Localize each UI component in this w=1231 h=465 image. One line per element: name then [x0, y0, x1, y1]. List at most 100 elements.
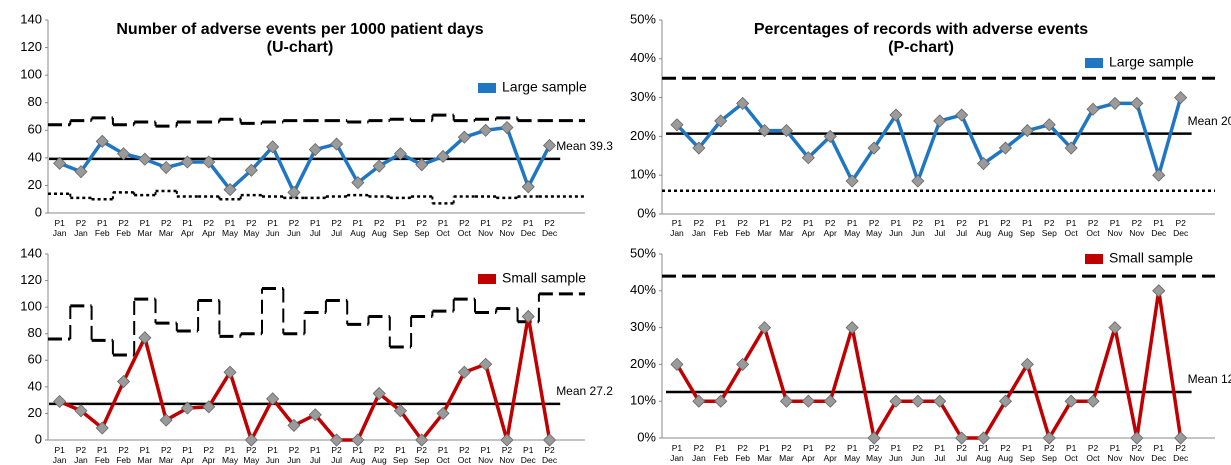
data-point — [823, 394, 837, 408]
y-tick-label: 10% — [630, 167, 656, 182]
x-tick-label: P1 Jan — [670, 443, 684, 463]
x-tick-label: P1 Jul — [934, 218, 945, 238]
data-point — [53, 394, 67, 409]
x-tick-label: P1 Apr — [802, 443, 815, 463]
data-point — [202, 400, 216, 414]
data-point — [692, 394, 706, 408]
x-tick-label: P1 Apr — [181, 218, 194, 238]
x-tick-label: P2 Aug — [998, 218, 1013, 238]
x-tick-label: P1 Mar — [757, 443, 772, 463]
x-tick-label: P2 Nov — [1129, 443, 1145, 463]
data-point — [393, 147, 408, 161]
data-point — [1174, 91, 1188, 105]
x-tick-label: P1 Aug — [976, 218, 991, 238]
data-point — [845, 174, 859, 188]
x-tick-label: P1 Apr — [181, 445, 194, 465]
x-tick-label: P2 Aug — [372, 445, 387, 465]
data-point — [479, 357, 493, 371]
data-point — [159, 160, 173, 175]
data-point — [436, 149, 450, 164]
x-tick-label: P1 May — [222, 218, 239, 238]
x-tick-label: P2 Sep — [414, 218, 429, 238]
x-tick-label: P2 Dec — [1173, 443, 1189, 463]
x-tick-label: P1 Aug — [350, 445, 365, 465]
x-tick-label: P1 Sep — [1020, 443, 1035, 463]
data-point — [457, 130, 471, 144]
x-tick-label: P2 Aug — [998, 443, 1013, 463]
y-tick-label: 120 — [20, 272, 42, 287]
data-point — [779, 394, 794, 408]
x-tick-label: P1 Nov — [1107, 443, 1123, 463]
data-point — [116, 147, 131, 161]
data-point — [757, 124, 772, 138]
x-tick-label: P1 Dec — [521, 445, 537, 465]
y-tick-label: 100 — [20, 299, 42, 314]
x-tick-label: P1 Dec — [1151, 443, 1167, 463]
chart-subtitle: (U-chart) — [267, 39, 334, 56]
data-point — [415, 158, 429, 172]
data-point — [801, 151, 815, 165]
x-tick-label: P2 Jul — [956, 218, 967, 238]
x-tick-label: P1 Aug — [976, 443, 991, 463]
data-point — [74, 404, 88, 418]
x-tick-label: P2 Oct — [458, 445, 472, 465]
x-tick-label: P1 May — [844, 443, 861, 463]
x-tick-label: P1 Nov — [478, 218, 494, 238]
data-point — [308, 143, 322, 157]
data-point — [801, 394, 815, 408]
data-point — [223, 365, 237, 379]
x-tick-label: P1 Oct — [436, 445, 450, 465]
data-point — [53, 156, 67, 170]
series-line — [675, 97, 1183, 183]
x-tick-label: P2 May — [866, 443, 883, 463]
x-tick-label: P1 Dec — [521, 218, 537, 238]
y-tick-label: 20% — [630, 128, 656, 143]
y-tick-label: 60 — [28, 352, 42, 367]
x-tick-label: P1 Sep — [393, 218, 408, 238]
mean-label: Mean 12.5 — [1188, 372, 1231, 386]
x-tick-label: P2 May — [866, 218, 883, 238]
x-tick-label: P1 Mar — [757, 218, 772, 238]
x-tick-label: P2 Sep — [1042, 218, 1057, 238]
data-point — [159, 413, 173, 427]
x-tick-label: P2 Apr — [824, 218, 837, 238]
x-tick-label: P1 Nov — [1107, 218, 1123, 238]
x-tick-label: P2 Nov — [499, 445, 515, 465]
y-tick-label: 80 — [28, 325, 42, 340]
x-tick-label: P1 Nov — [478, 445, 494, 465]
y-tick-label: 20 — [28, 405, 42, 420]
x-tick-label: P2 Nov — [1129, 218, 1145, 238]
data-point — [998, 394, 1013, 408]
data-point — [714, 394, 728, 408]
data-point — [823, 129, 837, 143]
data-point — [287, 185, 301, 199]
x-tick-label: P2 Apr — [202, 218, 215, 238]
x-tick-label: P2 Mar — [779, 218, 794, 238]
legend-swatch — [1085, 58, 1103, 68]
data-point — [1020, 357, 1034, 371]
data-point — [116, 374, 131, 389]
data-point — [266, 140, 280, 154]
data-point — [479, 123, 493, 137]
data-point — [976, 156, 991, 171]
x-tick-label: P1 Oct — [1065, 443, 1079, 463]
mean-label: Mean 27.2 — [556, 384, 613, 398]
data-point — [736, 96, 750, 110]
x-tick-label: P1 Jun — [889, 443, 903, 463]
x-tick-label: P2 Jun — [911, 218, 925, 238]
data-point — [1174, 431, 1188, 445]
x-tick-label: P2 Sep — [1042, 443, 1057, 463]
chart-subtitle: (P-chart) — [888, 39, 954, 56]
x-tick-label: P1 Jul — [310, 218, 321, 238]
data-point — [351, 433, 365, 447]
data-point — [244, 433, 258, 447]
data-point — [351, 176, 365, 190]
y-tick-label: 40 — [28, 378, 42, 393]
legend-swatch — [478, 274, 496, 284]
data-point — [95, 421, 109, 435]
x-tick-label: P1 Jan — [670, 218, 684, 238]
x-tick-label: P1 Sep — [1020, 218, 1035, 238]
x-tick-label: P2 Oct — [1086, 443, 1100, 463]
data-point — [955, 108, 969, 122]
